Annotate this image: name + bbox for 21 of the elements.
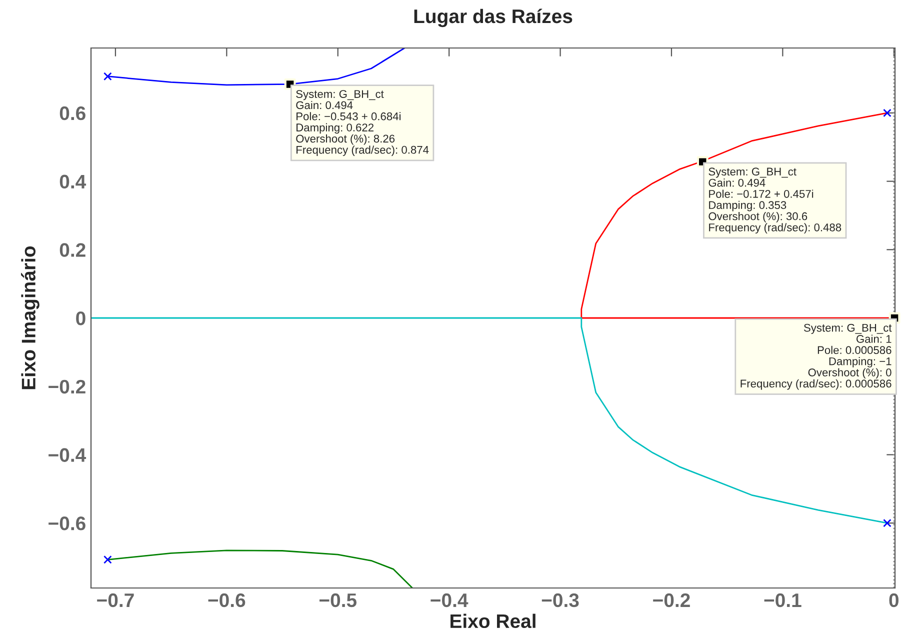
x-tick-label: −0.6: [208, 593, 246, 608]
y-tick-label: 0.6: [60, 106, 86, 120]
y-tick-label: 0.2: [60, 243, 86, 257]
x-tick-label: −0.1: [764, 593, 802, 608]
y-tick-label: −0.6: [48, 516, 86, 530]
y-tick-label: 0.4: [60, 174, 86, 189]
x-tick-label: 0: [889, 593, 898, 608]
x-tick-label: −0.7: [97, 593, 134, 608]
x-axis-title: Eixo Real: [450, 614, 536, 628]
y-tick-label: −0.4: [48, 448, 86, 462]
y-tick-label: 0: [76, 311, 86, 326]
y-tick-label: −0.2: [48, 380, 86, 394]
x-tick-label: −0.5: [319, 593, 357, 608]
chart-title: Lugar das Raízes: [414, 8, 572, 28]
x-tick-label: −0.2: [653, 593, 690, 608]
x-tick-label: −0.4: [430, 593, 468, 608]
y-axis-title: Eixo Imaginário: [21, 246, 40, 390]
annotation: System: G_BH_ct Gain: 0.494 Pole: −0.172 + 0.457i Damping: 0.353 Overshoot (%): 30.6 Frequency (rad/sec): 0.488: [708, 168, 842, 234]
x-tick-label: −0.3: [542, 593, 579, 608]
annotation: System: G_BH_ct Gain: 0.494 Pole: −0.543 + 0.684i Damping: 0.622 Overshoot (%): 8.26 Frequency (rad/sec): 0.874: [296, 90, 429, 156]
annotation: System: G_BH_ct Gain: 1 Pole: 0.000586 Damping: −1 Overshoot (%): 0 Frequency (rad/sec): 0.000586: [740, 324, 892, 390]
